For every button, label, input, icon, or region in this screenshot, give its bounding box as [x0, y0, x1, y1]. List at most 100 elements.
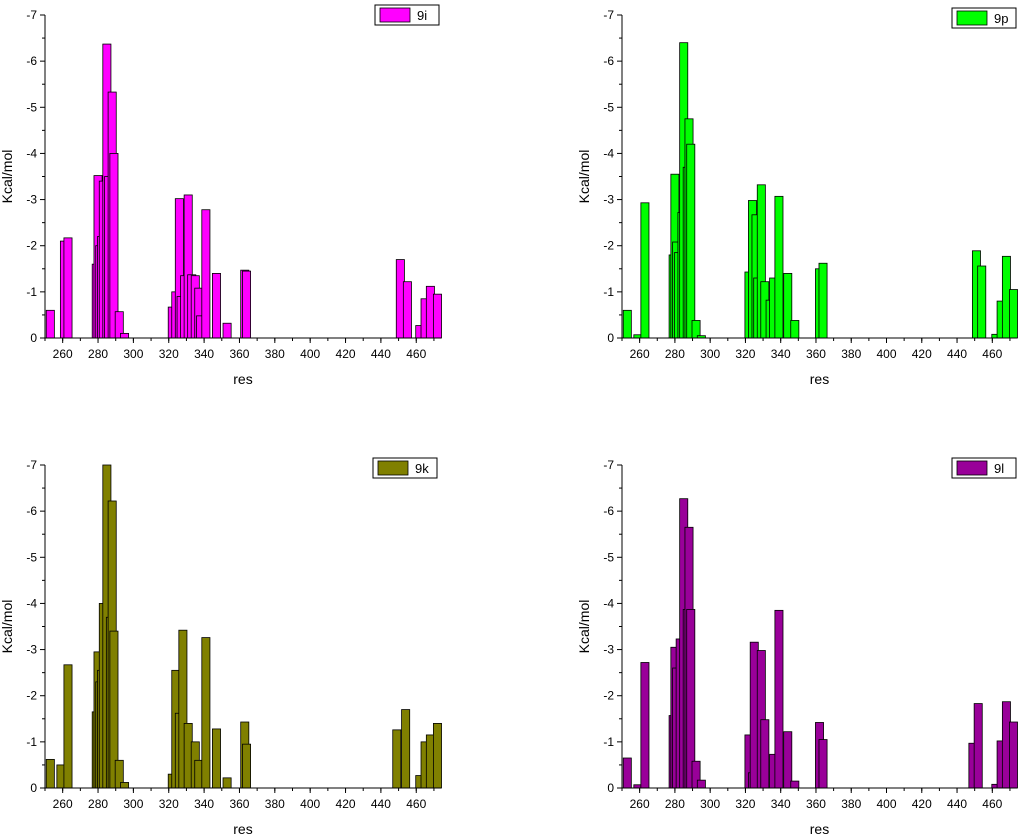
- x-tick-label: 300: [123, 797, 143, 811]
- y-tick-label: 0: [607, 781, 614, 795]
- chart-panel-9i: 260 280 300 320 340 360 380 400 420 440 460 0 -1 -2 -3…: [0, 4, 442, 387]
- x-tick-label: 260: [630, 797, 650, 811]
- x-tick-label: 420: [912, 347, 932, 361]
- x-tick-label: 320: [159, 797, 179, 811]
- x-tick-label: 260: [630, 347, 650, 361]
- bar: [402, 281, 412, 339]
- legend-label: 9p: [994, 11, 1008, 26]
- y-tick-label: -4: [26, 146, 37, 160]
- x-tick-label: 380: [841, 797, 861, 811]
- y-tick-label: -3: [603, 193, 614, 207]
- bar: [109, 153, 119, 339]
- x-tick-label: 420: [912, 797, 932, 811]
- legend: 9k: [372, 457, 438, 479]
- y-axis-label: Kcal/mol: [576, 150, 592, 204]
- bar: [242, 743, 252, 789]
- y-tick-label: -5: [26, 100, 37, 114]
- x-tick-label: 320: [735, 347, 755, 361]
- y-tick-label: 0: [607, 331, 614, 345]
- bar: [774, 195, 784, 339]
- x-tick-label: 420: [336, 797, 356, 811]
- x-tick-label: 440: [371, 347, 391, 361]
- y-tick-label: -7: [603, 8, 614, 22]
- x-tick-label: 300: [700, 347, 720, 361]
- x-tick-label: 300: [700, 797, 720, 811]
- y-tick-label: -3: [26, 193, 37, 207]
- bar: [401, 709, 411, 789]
- y-tick-label: -7: [603, 458, 614, 472]
- legend-swatch: [956, 460, 988, 476]
- legend-label: 9k: [415, 461, 429, 476]
- y-axis-label: Kcal/mol: [0, 600, 15, 654]
- x-tick-label: 380: [265, 347, 285, 361]
- y-tick-label: -6: [26, 504, 37, 518]
- y-tick-label: -1: [603, 735, 614, 749]
- bar: [242, 270, 252, 339]
- legend-swatch: [956, 10, 988, 26]
- x-axis-label: res: [810, 821, 829, 836]
- bar: [622, 309, 632, 339]
- y-tick-label: -1: [603, 285, 614, 299]
- bar: [977, 265, 987, 339]
- x-tick-label: 460: [406, 797, 426, 811]
- x-axis-label: res: [233, 371, 252, 387]
- bar: [686, 143, 696, 339]
- x-tick-label: 460: [982, 797, 1002, 811]
- y-tick-label: -2: [26, 239, 37, 253]
- x-tick-label: 380: [265, 797, 285, 811]
- x-axis-label: res: [810, 371, 829, 387]
- bar: [640, 202, 650, 339]
- legend-swatch: [379, 7, 411, 23]
- y-tick-label: -5: [603, 100, 614, 114]
- x-tick-label: 280: [88, 797, 108, 811]
- x-axis-label: res: [233, 821, 252, 836]
- x-tick-label: 440: [947, 797, 967, 811]
- x-tick-label: 260: [53, 347, 73, 361]
- bar: [201, 209, 211, 339]
- bar: [818, 262, 828, 339]
- x-tick-label: 340: [194, 347, 214, 361]
- y-tick-label: -6: [603, 54, 614, 68]
- x-tick-label: 280: [88, 347, 108, 361]
- bar: [212, 728, 221, 789]
- bar: [432, 723, 442, 789]
- x-tick-label: 360: [806, 347, 826, 361]
- x-tick-label: 400: [876, 347, 896, 361]
- y-tick-label: 0: [30, 331, 37, 345]
- y-tick-label: -2: [603, 239, 614, 253]
- y-axis-label: Kcal/mol: [0, 150, 15, 204]
- y-tick-label: -6: [26, 54, 37, 68]
- x-tick-label: 360: [229, 797, 249, 811]
- bar: [432, 293, 442, 339]
- y-tick-label: -2: [26, 689, 37, 703]
- x-tick-label: 400: [300, 797, 320, 811]
- bar: [640, 662, 650, 789]
- x-tick-label: 420: [336, 347, 356, 361]
- bar: [1009, 721, 1018, 789]
- y-tick-label: -5: [26, 550, 37, 564]
- x-tick-label: 400: [876, 797, 896, 811]
- bar: [760, 719, 770, 789]
- y-tick-label: -3: [26, 643, 37, 657]
- x-tick-label: 400: [300, 347, 320, 361]
- chart-panel-9p: 260 280 300 320 340 360 380 400 420 440 460 0 -1 -2 -3…: [576, 7, 1018, 387]
- chart-panel-9l: 260 280 300 320 340 360 380 400 420 440 460 0 -1 -2 -3…: [576, 457, 1018, 836]
- x-tick-label: 460: [982, 347, 1002, 361]
- y-tick-label: -7: [26, 458, 37, 472]
- x-tick-label: 340: [194, 797, 214, 811]
- bar: [1009, 289, 1018, 339]
- bar: [222, 777, 232, 789]
- y-tick-label: -4: [26, 596, 37, 610]
- y-tick-label: -4: [603, 596, 614, 610]
- legend: 9i: [374, 4, 440, 26]
- bar: [790, 320, 800, 339]
- y-tick-label: -4: [603, 146, 614, 160]
- x-tick-label: 280: [665, 347, 685, 361]
- x-tick-label: 320: [159, 347, 179, 361]
- x-tick-label: 380: [841, 347, 861, 361]
- bar: [45, 309, 55, 339]
- y-axis-label: Kcal/mol: [576, 600, 592, 654]
- x-tick-label: 300: [123, 347, 143, 361]
- bar: [696, 779, 706, 789]
